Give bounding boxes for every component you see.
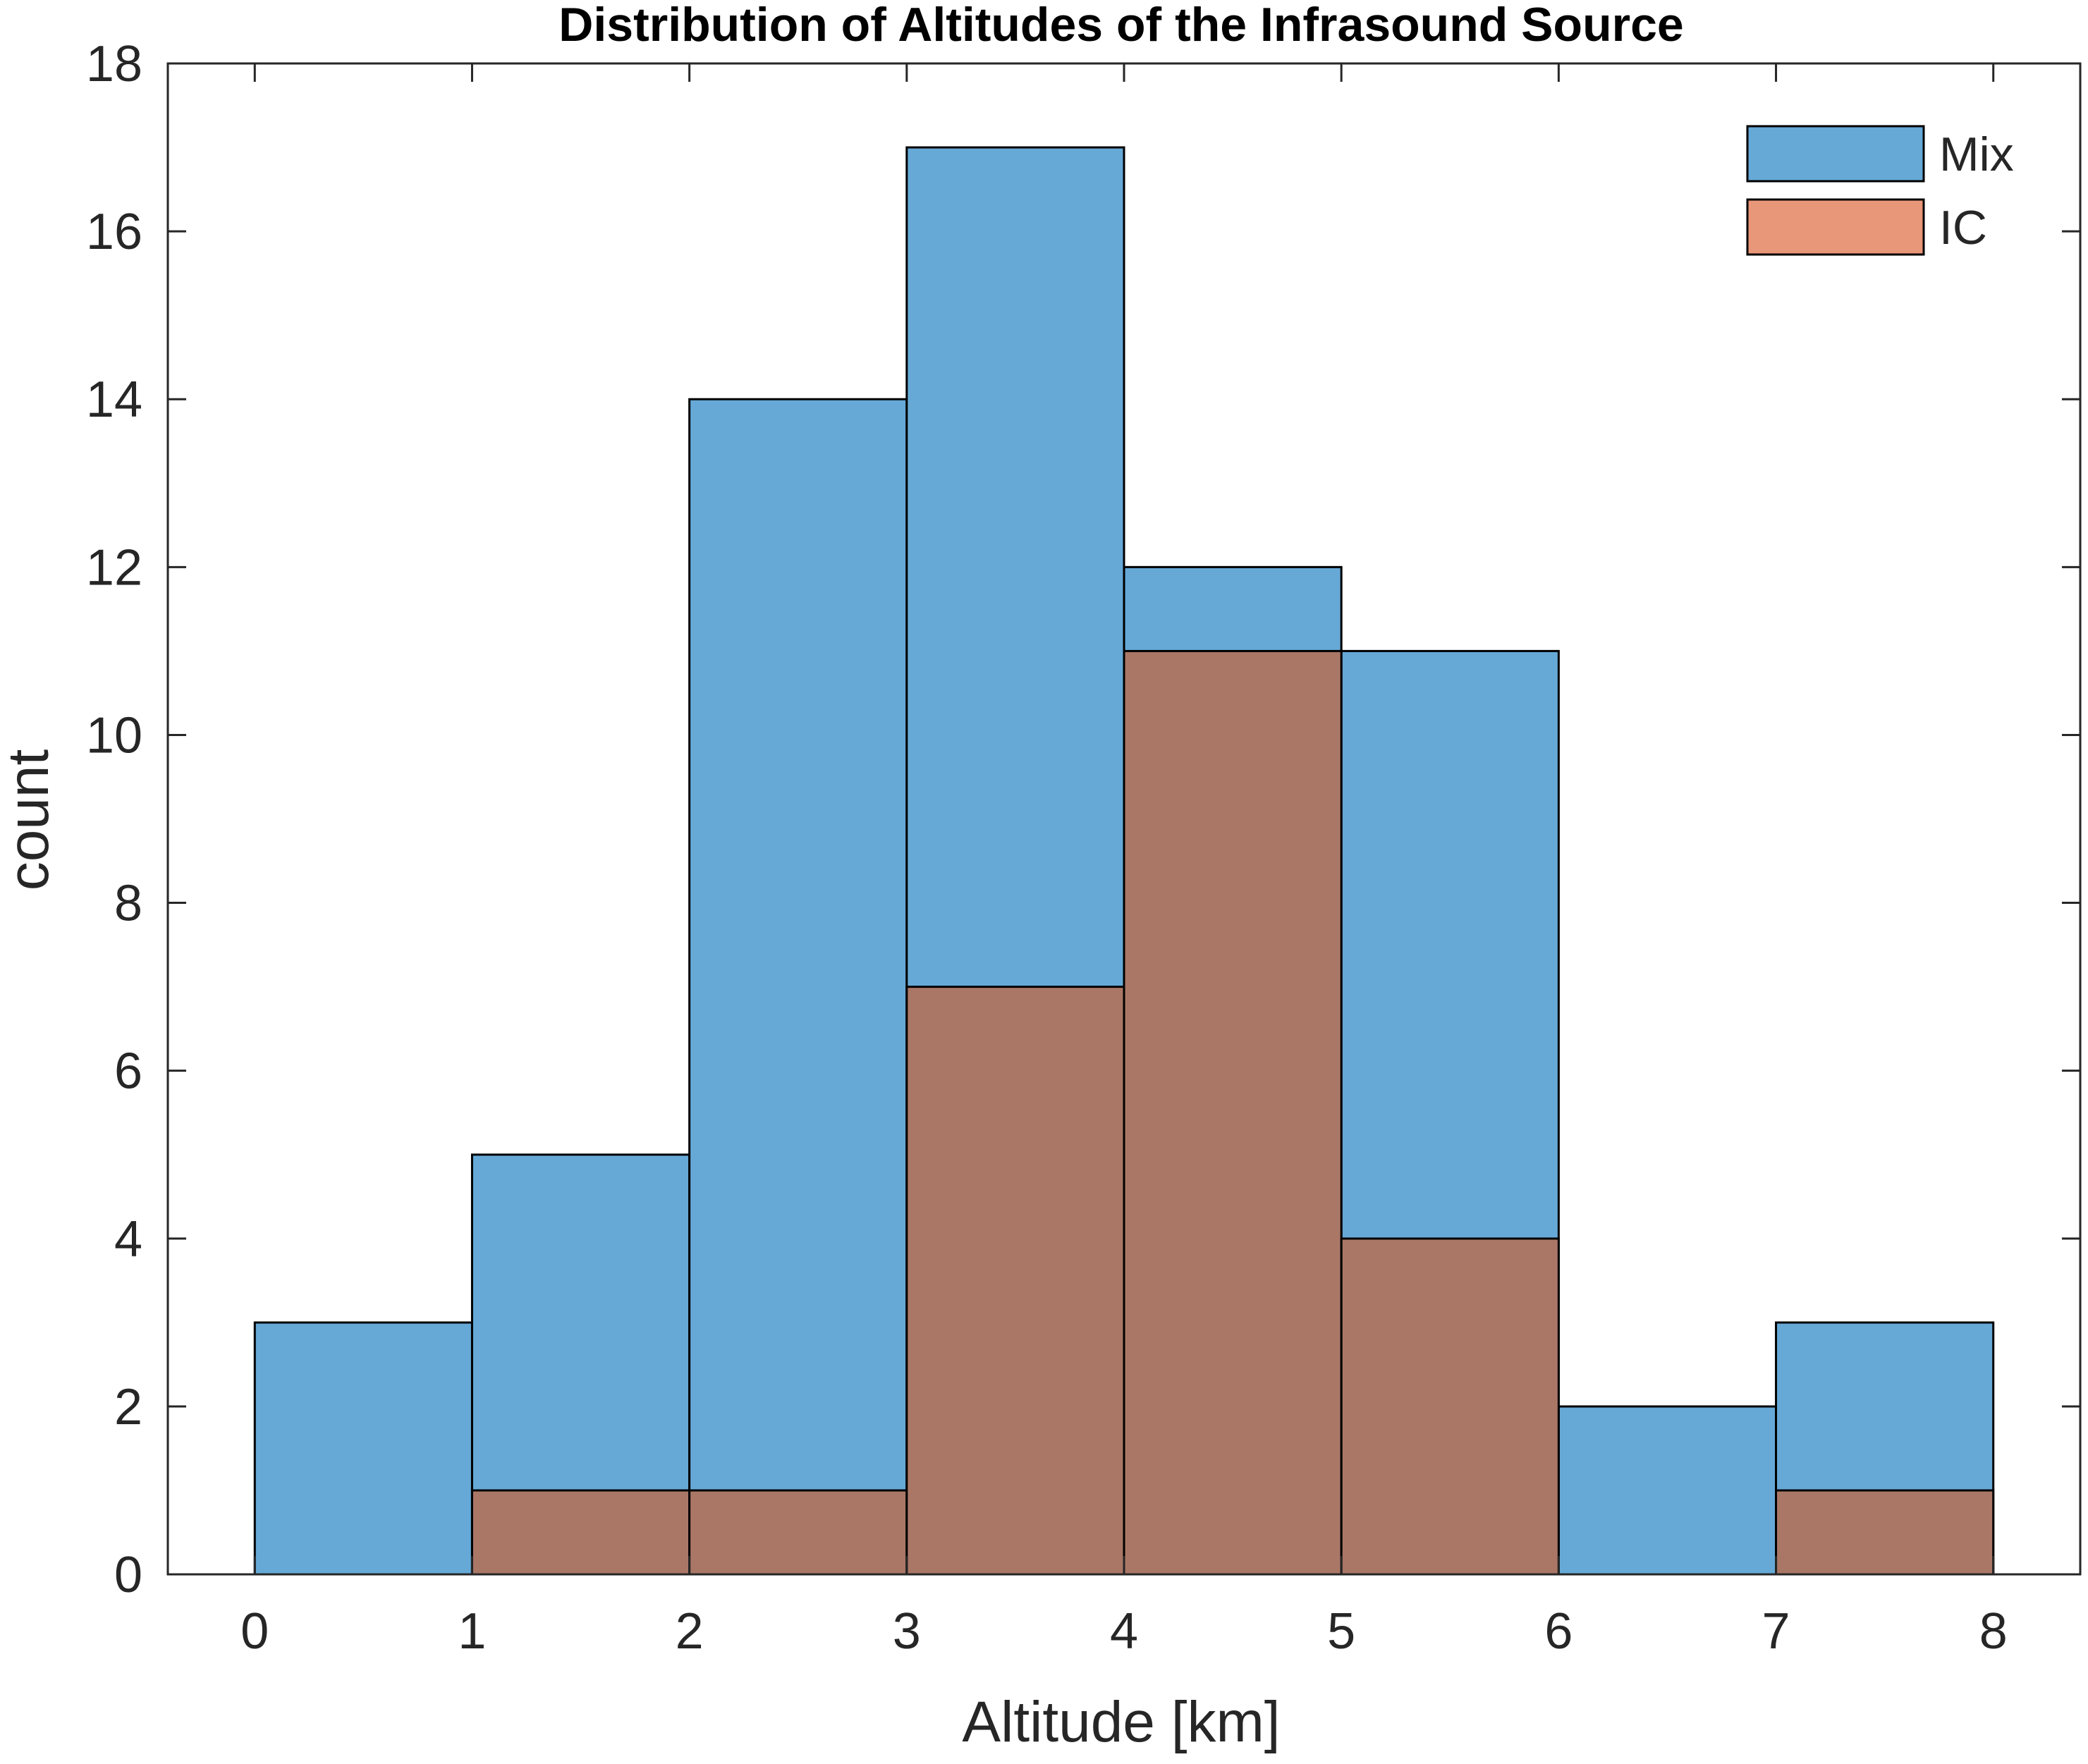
legend: Mix IC: [1746, 125, 2014, 256]
y-tick-label: 0: [114, 1547, 142, 1603]
y-tick-label: 18: [86, 36, 142, 92]
y-tick-label: 6: [114, 1043, 142, 1100]
x-tick-label: 8: [1979, 1603, 2008, 1660]
bar-ic-5-6: [1340, 1237, 1560, 1576]
y-tick-label: 10: [86, 707, 142, 764]
x-axis-label: Altitude [km]: [962, 1690, 1280, 1754]
bar-ic-7-8: [1775, 1489, 1995, 1576]
bar-ic-1-2: [470, 1489, 691, 1576]
y-axis-label: count: [0, 749, 61, 890]
y-tick-label: 14: [86, 372, 142, 428]
bar-ic-4-5: [1123, 649, 1343, 1576]
legend-label-mix: Mix: [1939, 128, 2014, 181]
bar-mix-2-3: [688, 398, 908, 1576]
bar-ic-3-4: [905, 986, 1125, 1576]
chart-title: Distribution of Altitudes of the Infraso…: [558, 0, 1683, 51]
y-tick-label: 12: [86, 539, 142, 596]
y-tick-label: 16: [86, 204, 142, 260]
x-tick-label: 5: [1327, 1603, 1355, 1660]
bar-mix-6-7: [1557, 1405, 1778, 1576]
y-tick-label: 4: [114, 1211, 142, 1268]
legend-swatch-ic: [1746, 198, 1925, 256]
bars-layer: [253, 146, 1995, 1576]
y-tick-label: 8: [114, 876, 142, 932]
y-tick-label: 2: [114, 1379, 142, 1435]
bar-mix-0-1: [253, 1321, 473, 1576]
x-tick-label: 2: [676, 1603, 704, 1660]
bar-ic-2-3: [688, 1489, 908, 1576]
legend-label-ic: IC: [1939, 201, 1987, 255]
x-tick-label: 0: [240, 1603, 269, 1660]
x-tick-label: 7: [1762, 1603, 1790, 1660]
x-tick-label: 3: [893, 1603, 921, 1660]
legend-swatch-mix: [1746, 125, 1925, 183]
x-tick-label: 6: [1544, 1603, 1573, 1660]
x-tick-label: 4: [1110, 1603, 1138, 1660]
x-tick-label: 1: [458, 1603, 486, 1660]
